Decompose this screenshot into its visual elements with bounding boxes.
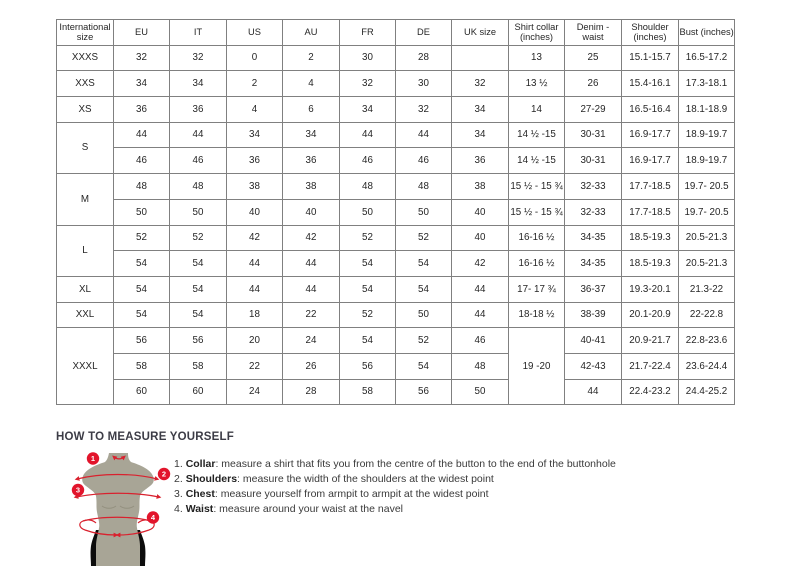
svg-text:3: 3 <box>76 486 80 495</box>
svg-text:2: 2 <box>162 470 166 479</box>
svg-text:1: 1 <box>91 454 95 463</box>
